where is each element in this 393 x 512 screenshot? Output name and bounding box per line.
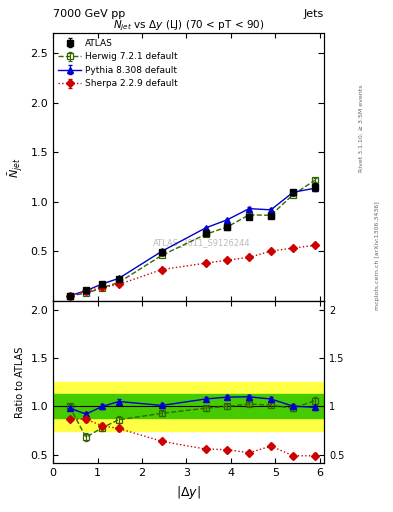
Text: mcplots.cern.ch [arXiv:1306.3436]: mcplots.cern.ch [arXiv:1306.3436] [375, 202, 380, 310]
Y-axis label: Ratio to ATLAS: Ratio to ATLAS [15, 347, 25, 418]
Text: Rivet 3.1.10, ≥ 3.5M events: Rivet 3.1.10, ≥ 3.5M events [359, 84, 364, 172]
X-axis label: $|\Delta y|$: $|\Delta y|$ [176, 484, 201, 501]
Text: ATLAS_2011_S9126244: ATLAS_2011_S9126244 [153, 238, 251, 247]
Legend: ATLAS, Herwig 7.2.1 default, Pythia 8.308 default, Sherpa 2.2.9 default: ATLAS, Herwig 7.2.1 default, Pythia 8.30… [56, 36, 180, 91]
Title: $N_{jet}$ vs $\Delta y$ (LJ) (70 < pT < 90): $N_{jet}$ vs $\Delta y$ (LJ) (70 < pT < … [113, 19, 264, 33]
Text: 7000 GeV pp: 7000 GeV pp [53, 9, 125, 19]
Y-axis label: $\bar{N}_{jet}$: $\bar{N}_{jet}$ [6, 157, 25, 178]
Text: Jets: Jets [304, 9, 324, 19]
